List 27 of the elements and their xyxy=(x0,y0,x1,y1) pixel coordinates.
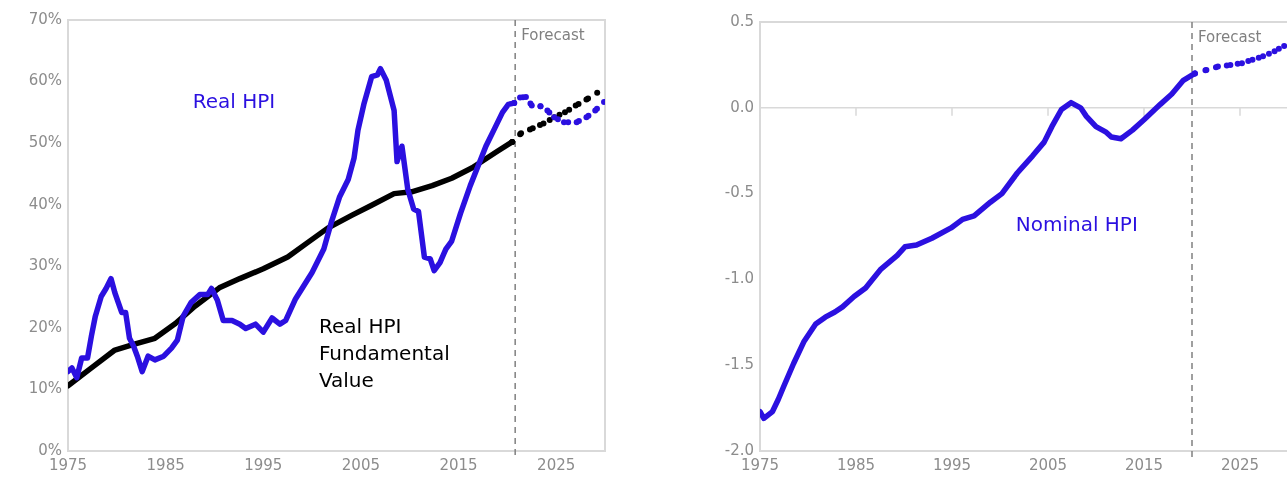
ref-line-label: Forecast xyxy=(521,26,585,45)
y-tick-label: 0.5 xyxy=(730,11,754,30)
x-tick-label: 1985 xyxy=(146,455,185,474)
text: Real HPI xyxy=(192,89,276,114)
y-tick-label: 10% xyxy=(28,379,62,398)
x-tick-label: 2025 xyxy=(537,455,576,474)
y-tick-label: 30% xyxy=(28,256,62,275)
x-tick-label: 1995 xyxy=(932,455,972,474)
y-tick-label: -0.5 xyxy=(724,183,754,202)
y-tick-label: 20% xyxy=(28,317,62,336)
text: Real HPI Fundamental Value xyxy=(318,314,450,393)
x-tick-label: 2005 xyxy=(341,455,380,474)
y-tick-label: 60% xyxy=(28,71,62,90)
x-tick-label: 2005 xyxy=(1028,455,1068,474)
y-tick-label: -1.5 xyxy=(724,355,754,374)
x-tick-label: 2025 xyxy=(1220,455,1260,474)
y-tick-label: 70% xyxy=(28,9,62,28)
series-label: Nominal HPI xyxy=(1015,212,1138,237)
y-tick-label: 50% xyxy=(28,133,62,152)
x-tick-label: 1985 xyxy=(836,455,876,474)
x-tick-label: 1995 xyxy=(244,455,283,474)
y-tick-label: 40% xyxy=(28,194,62,213)
x-tick-label: 2015 xyxy=(439,455,478,474)
y-tick-label: 0.0 xyxy=(730,97,754,116)
x-tick-label: 2015 xyxy=(1124,455,1164,474)
y-tick-label: -1.0 xyxy=(724,269,754,288)
ref-line-label: Forecast xyxy=(1198,28,1262,47)
